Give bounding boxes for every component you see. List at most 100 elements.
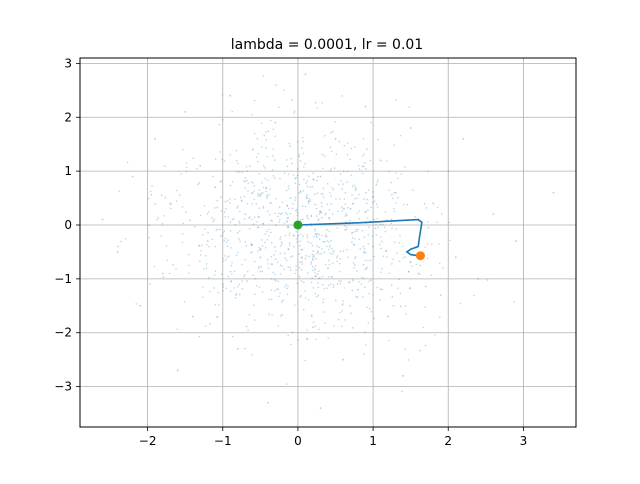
scatter-point [384, 211, 387, 213]
scatter-point [314, 275, 317, 277]
scatter-point [379, 298, 381, 301]
scatter-point [477, 277, 480, 280]
scatter-point [321, 283, 324, 286]
scatter-point [315, 295, 318, 298]
scatter-point [289, 212, 292, 215]
scatter-point [387, 315, 390, 318]
scatter-point [274, 273, 276, 276]
scatter-point [338, 198, 341, 200]
scatter-point [304, 205, 307, 208]
scatter-point [283, 222, 286, 224]
scatter-point [126, 161, 129, 164]
scatter-point [192, 157, 195, 160]
scatter-point [245, 325, 248, 328]
scatter-point [486, 279, 489, 281]
scatter-point [330, 131, 332, 134]
scatter-point [277, 280, 280, 283]
scatter-point [363, 353, 365, 356]
scatter-point [277, 215, 279, 218]
scatter-point [309, 186, 312, 188]
scatter-point [270, 231, 272, 234]
scatter-point [341, 95, 343, 97]
scatter-point [289, 197, 292, 199]
scatter-point [271, 263, 273, 265]
scatter-point [295, 230, 298, 233]
scatter-point [345, 226, 348, 228]
scatter-point [216, 315, 218, 318]
scatter-point [165, 245, 168, 247]
scatter-point [342, 207, 344, 210]
scatter-point [404, 305, 407, 307]
scatter-point [230, 280, 233, 283]
scatter-point [347, 206, 349, 209]
scatter-point [272, 148, 275, 150]
scatter-point [313, 179, 315, 181]
scatter-point [220, 196, 222, 198]
scatter-point [380, 247, 382, 250]
scatter-point [232, 218, 235, 220]
scatter-point [319, 211, 322, 213]
scatter-point [279, 238, 281, 241]
scatter-point [218, 304, 220, 306]
scatter-point [296, 282, 298, 284]
scatter-point [320, 201, 323, 204]
scatter-point [193, 226, 196, 228]
scatter-point [189, 219, 191, 222]
scatter-point [340, 325, 343, 328]
scatter-point [363, 251, 365, 254]
scatter-point [286, 217, 289, 220]
scatter-point [253, 185, 256, 187]
scatter-point [234, 198, 236, 201]
scatter-point [262, 205, 264, 208]
scatter-point [155, 219, 158, 221]
scatter-point [318, 213, 321, 215]
scatter-point [355, 228, 357, 231]
scatter-point [297, 141, 299, 143]
scatter-point [311, 258, 314, 260]
scatter-point [340, 205, 343, 208]
scatter-point [229, 198, 231, 200]
scatter-point [367, 322, 370, 324]
scatter-point [442, 267, 444, 269]
scatter-point [279, 292, 281, 294]
scatter-point [381, 267, 383, 270]
scatter-point [234, 296, 237, 299]
scatter-point [310, 314, 313, 317]
scatter-point [252, 182, 254, 184]
scatter-point [306, 197, 309, 200]
scatter-point [307, 217, 310, 220]
scatter-point [328, 259, 330, 262]
scatter-point [168, 272, 171, 275]
scatter-point [422, 326, 425, 329]
scatter-point [406, 203, 409, 206]
scatter-point [301, 257, 303, 259]
scatter-point [212, 220, 215, 223]
scatter-point [313, 267, 316, 270]
scatter-point [331, 276, 334, 278]
scatter-point [238, 238, 240, 240]
scatter-point [402, 374, 405, 377]
scatter-point [284, 235, 287, 237]
scatter-point [393, 144, 395, 146]
scatter-point [343, 207, 346, 210]
scatter-point [315, 257, 318, 260]
scatter-point [236, 251, 239, 254]
scatter-point [434, 334, 436, 336]
scatter-point [404, 348, 407, 351]
scatter-point [473, 294, 475, 297]
scatter-point [209, 290, 211, 293]
scatter-point [357, 288, 359, 291]
scatter-point [187, 272, 190, 274]
scatter-point [236, 206, 238, 209]
scatter-point [397, 196, 399, 199]
scatter-point [317, 286, 320, 289]
scatter-point [330, 239, 332, 242]
scatter-point [385, 249, 388, 252]
scatter-point [270, 256, 273, 258]
chart-title: lambda = 0.0001, lr = 0.01 [231, 37, 423, 53]
scatter-point [321, 275, 324, 278]
scatter-point [291, 255, 294, 257]
scatter-point [293, 112, 296, 114]
y-tick-label: −3 [54, 380, 72, 394]
scatter-point [290, 256, 292, 258]
